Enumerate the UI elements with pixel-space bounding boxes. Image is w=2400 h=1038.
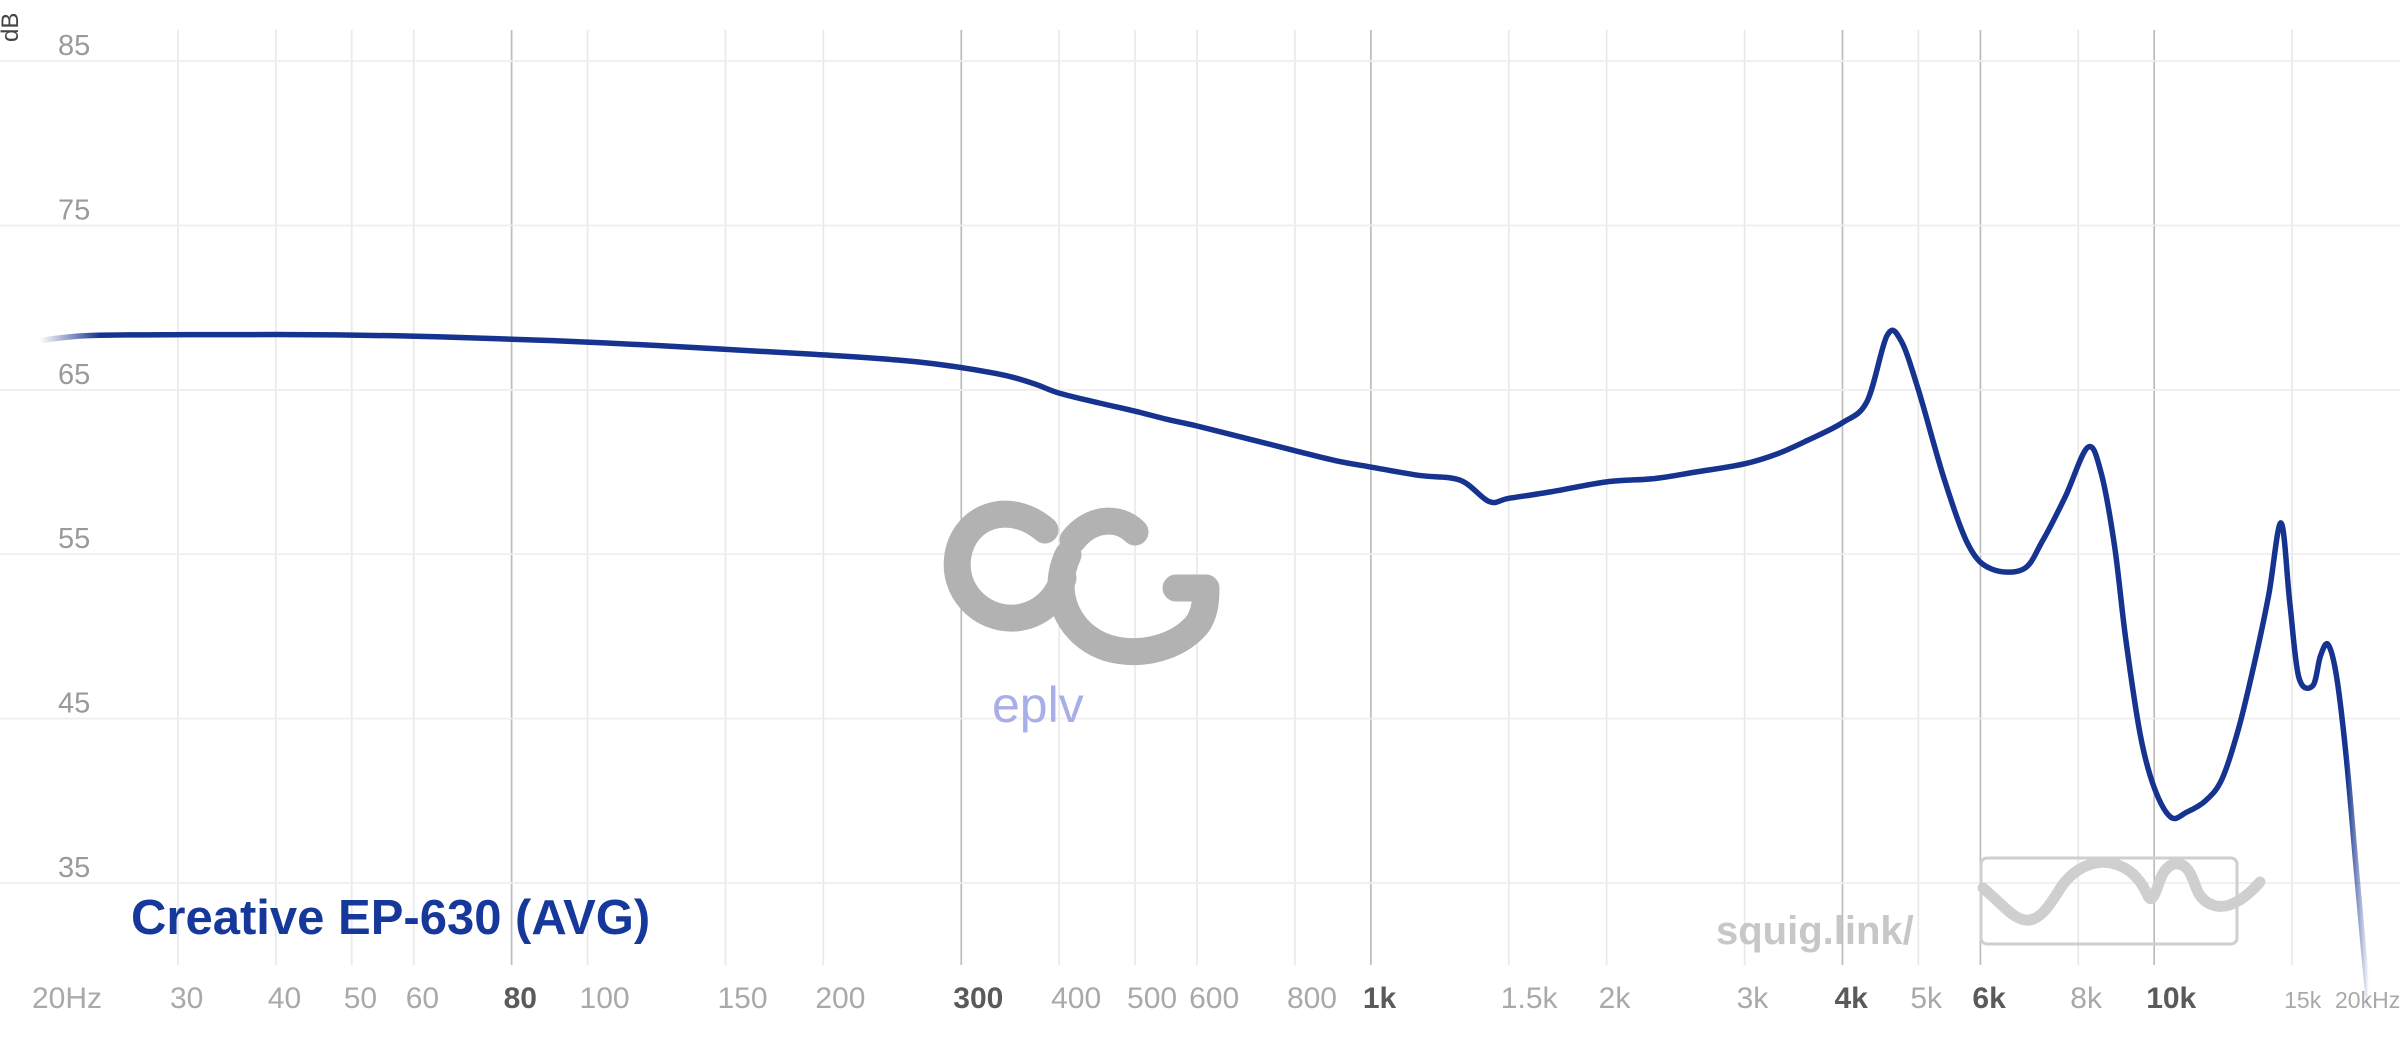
svg-text:Creative EP-630 (AVG): Creative EP-630 (AVG) bbox=[131, 891, 650, 945]
svg-text:squig.link/: squig.link/ bbox=[1716, 909, 1914, 953]
svg-text:500: 500 bbox=[1127, 982, 1177, 1015]
svg-text:8k: 8k bbox=[2070, 982, 2103, 1015]
svg-text:eplv: eplv bbox=[992, 677, 1084, 733]
svg-text:55: 55 bbox=[58, 523, 90, 555]
svg-text:6k: 6k bbox=[1972, 982, 2006, 1015]
svg-text:85: 85 bbox=[58, 30, 90, 62]
svg-text:200: 200 bbox=[815, 982, 865, 1015]
svg-text:3k: 3k bbox=[1737, 982, 1770, 1015]
svg-text:75: 75 bbox=[58, 194, 90, 226]
svg-text:5k: 5k bbox=[1910, 982, 1943, 1015]
svg-text:40: 40 bbox=[268, 982, 301, 1015]
svg-text:150: 150 bbox=[717, 982, 767, 1015]
svg-text:50: 50 bbox=[344, 982, 377, 1015]
svg-text:65: 65 bbox=[58, 359, 90, 391]
svg-text:600: 600 bbox=[1189, 982, 1239, 1015]
svg-text:4k: 4k bbox=[1834, 982, 1868, 1015]
svg-text:15k: 15k bbox=[2284, 987, 2322, 1013]
svg-text:60: 60 bbox=[406, 982, 439, 1015]
svg-text:dB: dB bbox=[0, 13, 24, 42]
svg-text:10k: 10k bbox=[2146, 982, 2196, 1015]
svg-text:300: 300 bbox=[953, 982, 1003, 1015]
svg-text:100: 100 bbox=[580, 982, 630, 1015]
svg-text:35: 35 bbox=[58, 852, 90, 884]
svg-text:2k: 2k bbox=[1599, 982, 1632, 1015]
svg-text:30: 30 bbox=[170, 982, 203, 1015]
svg-text:80: 80 bbox=[504, 982, 537, 1015]
svg-text:20Hz: 20Hz bbox=[32, 982, 102, 1015]
svg-text:45: 45 bbox=[58, 688, 90, 720]
svg-text:1.5k: 1.5k bbox=[1501, 982, 1559, 1015]
svg-text:1k: 1k bbox=[1363, 982, 1397, 1015]
svg-text:800: 800 bbox=[1287, 982, 1337, 1015]
svg-text:400: 400 bbox=[1051, 982, 1101, 1015]
